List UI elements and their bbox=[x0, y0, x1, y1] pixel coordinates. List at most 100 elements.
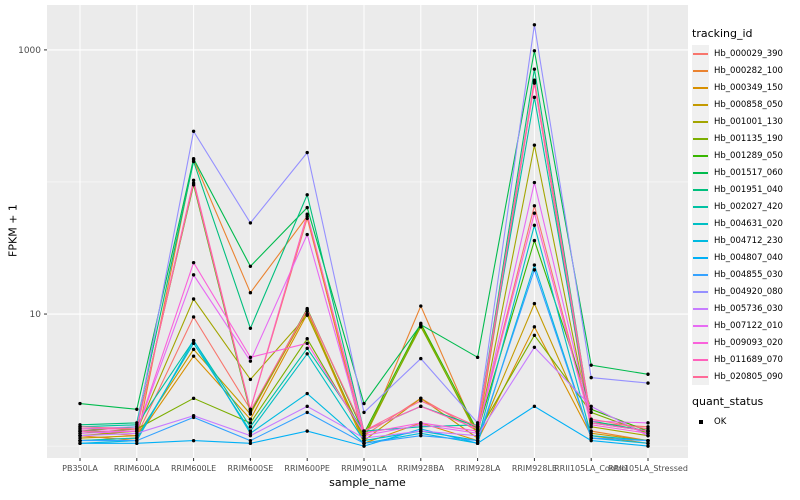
legend-key-line-icon bbox=[692, 130, 709, 147]
legend-item-Hb_004855_030: Hb_004855_030 bbox=[692, 266, 798, 283]
legend-key-line-icon bbox=[692, 113, 709, 130]
legend-item-Hb_000029_390: Hb_000029_390 bbox=[692, 45, 798, 62]
data-point bbox=[135, 436, 139, 440]
data-point bbox=[248, 425, 253, 429]
data-point bbox=[248, 433, 253, 438]
data-point bbox=[135, 407, 139, 411]
legend-item-label: Hb_001951_040 bbox=[714, 184, 783, 195]
legend-item-Hb_007122_010: Hb_007122_010 bbox=[692, 317, 798, 334]
series-color-line-icon bbox=[693, 52, 708, 55]
data-point bbox=[135, 427, 139, 431]
data-point bbox=[78, 433, 82, 438]
data-point bbox=[419, 304, 423, 308]
series-color-line-icon bbox=[693, 341, 708, 344]
legend-key-line-icon bbox=[692, 181, 709, 198]
legend-item-Hb_002027_420: Hb_002027_420 bbox=[692, 198, 798, 215]
quant-entries: OK bbox=[692, 413, 798, 430]
legend-key-line-icon bbox=[692, 249, 709, 266]
y-tick-label: 1000 bbox=[18, 46, 41, 56]
data-point bbox=[475, 436, 480, 440]
data-point bbox=[475, 441, 480, 446]
legend-key-line-icon bbox=[692, 300, 709, 317]
data-point bbox=[248, 359, 253, 363]
data-point bbox=[589, 431, 593, 436]
data-point bbox=[589, 410, 593, 415]
plot-panel-background bbox=[47, 5, 688, 458]
legend-item-label: Hb_004855_030 bbox=[714, 269, 783, 280]
data-point bbox=[532, 67, 537, 71]
quant-status-label: OK bbox=[714, 416, 727, 427]
data-point bbox=[589, 375, 593, 380]
legend-key-line-icon bbox=[692, 232, 709, 249]
data-point bbox=[646, 433, 650, 438]
data-point bbox=[532, 333, 537, 338]
series-color-line-icon bbox=[693, 154, 708, 157]
data-point bbox=[419, 433, 423, 438]
data-point bbox=[475, 425, 480, 429]
x-tick-label: RRIM600PE bbox=[284, 464, 330, 473]
series-color-line-icon bbox=[693, 375, 708, 378]
legend-item-label: Hb_005736_030 bbox=[714, 303, 783, 314]
legend-key-line-icon bbox=[692, 45, 709, 62]
data-point bbox=[248, 441, 253, 446]
data-point bbox=[532, 268, 537, 272]
data-point bbox=[305, 205, 309, 210]
data-point bbox=[646, 381, 650, 385]
legend-key-line-icon bbox=[692, 164, 709, 181]
data-point bbox=[362, 436, 366, 440]
x-tick-label: RRIM600SE bbox=[228, 464, 274, 473]
data-point bbox=[362, 410, 366, 415]
legend-item-label: Hb_000282_100 bbox=[714, 65, 783, 76]
x-tick-label: RRIM928LE bbox=[512, 464, 557, 473]
data-point bbox=[362, 441, 366, 446]
data-point bbox=[191, 347, 196, 352]
legend-item-label: Hb_007122_010 bbox=[714, 320, 783, 331]
data-point bbox=[305, 391, 309, 396]
data-point bbox=[475, 355, 480, 360]
data-point bbox=[362, 401, 366, 406]
data-point bbox=[248, 409, 253, 413]
data-point bbox=[191, 413, 196, 418]
data-point bbox=[362, 444, 366, 448]
black-square-point-icon bbox=[698, 419, 703, 424]
data-point bbox=[248, 221, 253, 225]
data-point bbox=[191, 396, 196, 401]
data-point bbox=[475, 438, 480, 443]
data-point bbox=[78, 436, 82, 440]
series-color-line-icon bbox=[693, 273, 708, 276]
legend-item-quant-ok: OK bbox=[692, 413, 798, 430]
x-tick-label: RRII105LA_Stressed bbox=[608, 464, 688, 473]
data-point bbox=[419, 421, 423, 425]
data-point bbox=[191, 181, 196, 185]
legend-item-label: Hb_004712_230 bbox=[714, 235, 783, 246]
data-point bbox=[589, 421, 593, 425]
legend-item-label: Hb_001135_190 bbox=[714, 133, 783, 144]
legend-key-line-icon bbox=[692, 215, 709, 232]
legend-item-label: Hb_004807_040 bbox=[714, 252, 783, 263]
x-tick-label: RRIM928LA bbox=[455, 464, 501, 473]
data-point bbox=[248, 421, 253, 425]
data-point bbox=[532, 204, 537, 208]
legend-item-Hb_004712_230: Hb_004712_230 bbox=[692, 232, 798, 249]
legend-key-line-icon bbox=[692, 147, 709, 164]
data-point bbox=[532, 301, 537, 306]
data-point bbox=[419, 404, 423, 409]
legend-key-line-icon bbox=[692, 79, 709, 96]
series-color-line-icon bbox=[693, 69, 708, 72]
data-point bbox=[305, 404, 309, 409]
legend-key-line-icon bbox=[692, 266, 709, 283]
data-point bbox=[646, 421, 650, 425]
data-point bbox=[305, 193, 309, 197]
data-point bbox=[78, 441, 82, 446]
data-point bbox=[305, 410, 309, 415]
data-point bbox=[191, 438, 196, 443]
legend-key-line-icon bbox=[692, 368, 709, 385]
data-point bbox=[305, 232, 309, 237]
legend-item-Hb_004920_080: Hb_004920_080 bbox=[692, 283, 798, 300]
data-point bbox=[135, 441, 139, 446]
data-point bbox=[646, 427, 650, 431]
data-point bbox=[532, 23, 537, 27]
data-point bbox=[135, 433, 139, 438]
